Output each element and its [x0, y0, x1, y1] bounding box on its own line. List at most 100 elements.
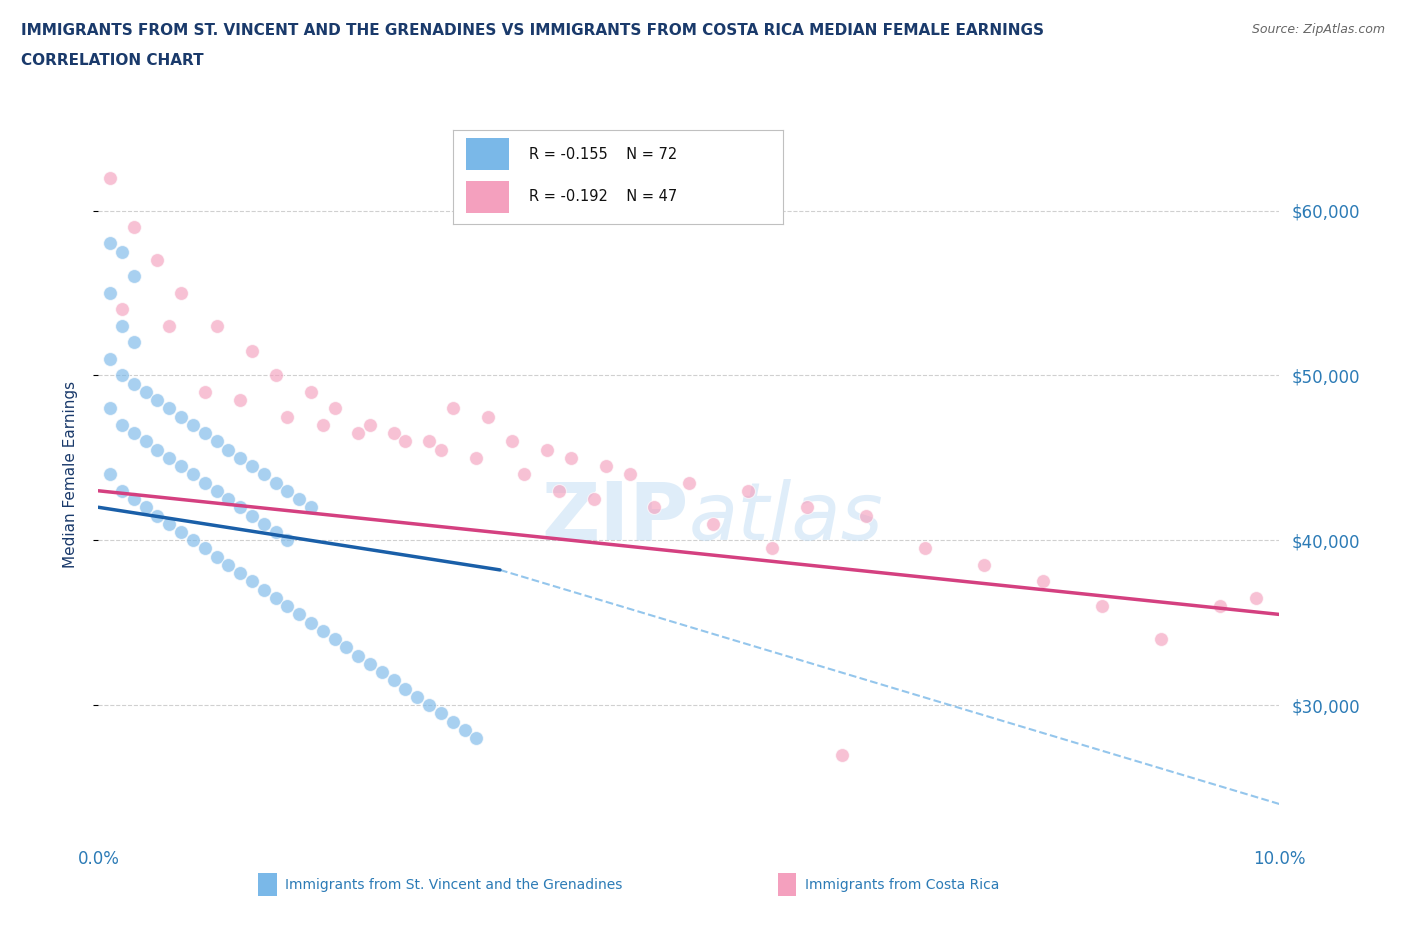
Point — [831, 747, 853, 762]
Point — [702, 516, 724, 531]
Y-axis label: Median Female Earnings: Median Female Earnings — [63, 380, 77, 568]
Point — [98, 236, 121, 251]
Point — [146, 442, 169, 457]
Point — [229, 499, 252, 514]
Point — [347, 648, 370, 663]
Point — [1209, 599, 1232, 614]
Point — [111, 318, 134, 333]
Point — [276, 533, 298, 548]
Point — [382, 426, 405, 441]
Point — [359, 657, 381, 671]
Point — [264, 525, 287, 539]
Point — [796, 499, 818, 514]
Point — [441, 401, 464, 416]
Point — [465, 450, 488, 465]
Point — [477, 409, 499, 424]
Point — [1244, 591, 1267, 605]
Point — [382, 673, 405, 688]
Point — [98, 401, 121, 416]
Point — [205, 318, 228, 333]
Point — [122, 335, 145, 350]
Text: ZIP: ZIP — [541, 479, 689, 557]
Point — [229, 392, 252, 407]
Point — [737, 484, 759, 498]
Text: CORRELATION CHART: CORRELATION CHART — [21, 53, 204, 68]
Point — [855, 508, 877, 523]
Point — [465, 731, 488, 746]
Point — [98, 170, 121, 185]
Point — [1150, 631, 1173, 646]
Point — [253, 582, 276, 597]
Point — [430, 706, 453, 721]
Point — [595, 458, 617, 473]
Point — [157, 516, 180, 531]
Point — [264, 368, 287, 383]
Point — [217, 442, 239, 457]
Point — [170, 409, 193, 424]
Point — [536, 442, 558, 457]
Point — [299, 384, 322, 399]
Point — [394, 434, 416, 449]
Point — [122, 377, 145, 392]
Point — [264, 591, 287, 605]
Text: atlas: atlas — [689, 479, 884, 557]
Point — [98, 352, 121, 366]
Point — [170, 286, 193, 300]
Point — [394, 681, 416, 696]
Point — [98, 467, 121, 482]
Point — [619, 467, 641, 482]
Point — [194, 384, 217, 399]
Point — [323, 401, 346, 416]
Point — [240, 458, 263, 473]
Point — [98, 286, 121, 300]
Text: Source: ZipAtlas.com: Source: ZipAtlas.com — [1251, 23, 1385, 36]
Point — [194, 475, 217, 490]
Point — [111, 245, 134, 259]
Point — [264, 475, 287, 490]
Point — [146, 253, 169, 268]
Point — [205, 550, 228, 565]
Point — [217, 492, 239, 507]
Point — [430, 442, 453, 457]
Point — [973, 558, 995, 573]
Point — [512, 467, 534, 482]
Point — [678, 475, 700, 490]
Point — [299, 499, 322, 514]
Point — [122, 269, 145, 284]
Point — [914, 541, 936, 556]
Point — [205, 434, 228, 449]
Point — [181, 418, 204, 432]
FancyBboxPatch shape — [257, 873, 277, 897]
Point — [253, 516, 276, 531]
Point — [229, 450, 252, 465]
Point — [643, 499, 665, 514]
Point — [181, 533, 204, 548]
Point — [111, 368, 134, 383]
Point — [312, 623, 335, 638]
Point — [1032, 574, 1054, 589]
Point — [335, 640, 357, 655]
Point — [194, 426, 217, 441]
Point — [240, 574, 263, 589]
Point — [288, 607, 311, 622]
Point — [157, 318, 180, 333]
Point — [276, 484, 298, 498]
Text: IMMIGRANTS FROM ST. VINCENT AND THE GRENADINES VS IMMIGRANTS FROM COSTA RICA MED: IMMIGRANTS FROM ST. VINCENT AND THE GREN… — [21, 23, 1045, 38]
Point — [240, 343, 263, 358]
Point — [583, 492, 606, 507]
Point — [312, 418, 335, 432]
Point — [135, 499, 157, 514]
Point — [122, 219, 145, 234]
Point — [288, 492, 311, 507]
Point — [229, 565, 252, 580]
Point — [323, 631, 346, 646]
Point — [347, 426, 370, 441]
Point — [253, 467, 276, 482]
Point — [135, 384, 157, 399]
Text: Immigrants from St. Vincent and the Grenadines: Immigrants from St. Vincent and the Gren… — [285, 878, 623, 892]
Point — [111, 418, 134, 432]
Point — [157, 401, 180, 416]
Point — [240, 508, 263, 523]
Point — [194, 541, 217, 556]
Point — [111, 302, 134, 317]
